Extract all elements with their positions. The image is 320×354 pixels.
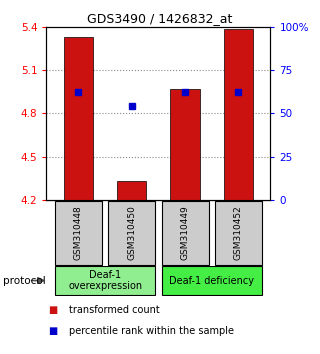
Text: protocol: protocol [3, 275, 46, 286]
Text: GSM310448: GSM310448 [74, 205, 83, 260]
Text: Deaf-1
overexpression: Deaf-1 overexpression [68, 270, 142, 291]
Bar [55, 266, 155, 295]
Bar [162, 201, 209, 265]
Bar [108, 201, 155, 265]
Text: ■: ■ [48, 326, 57, 336]
Text: GSM310450: GSM310450 [127, 205, 136, 260]
Bar [162, 266, 262, 295]
Bar [224, 29, 253, 200]
Text: Deaf-1 deficiency: Deaf-1 deficiency [169, 275, 254, 286]
Bar [117, 181, 146, 200]
Text: GSM310449: GSM310449 [180, 205, 189, 260]
Bar [170, 89, 200, 200]
Text: ■: ■ [48, 305, 57, 315]
Bar [215, 201, 262, 265]
Bar [55, 201, 102, 265]
Text: transformed count: transformed count [69, 305, 160, 315]
Text: GSM310452: GSM310452 [234, 205, 243, 260]
Bar [64, 37, 93, 200]
Text: GDS3490 / 1426832_at: GDS3490 / 1426832_at [87, 12, 233, 25]
Text: percentile rank within the sample: percentile rank within the sample [69, 326, 234, 336]
